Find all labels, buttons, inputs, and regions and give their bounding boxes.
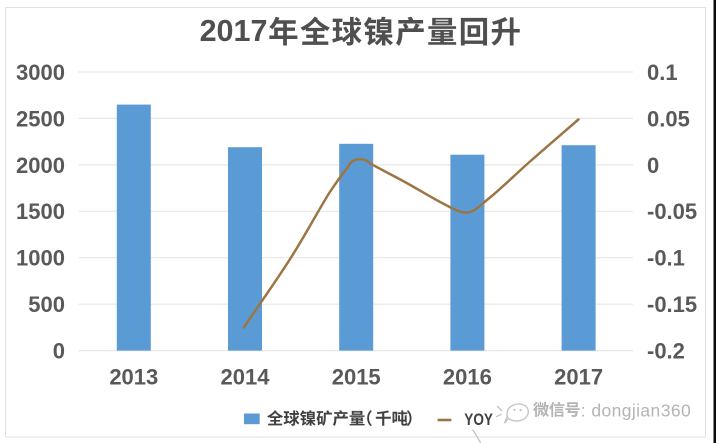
svg-text:2015: 2015 [332,365,381,390]
svg-text:-0.05: -0.05 [647,199,697,224]
svg-text:2000: 2000 [16,153,65,178]
svg-text:0: 0 [53,339,65,364]
svg-text:2013: 2013 [109,365,158,390]
svg-text:0: 0 [647,153,659,178]
svg-text:0.05: 0.05 [647,106,690,131]
svg-text:YOY: YOY [464,410,493,429]
svg-text:-0.15: -0.15 [647,292,697,317]
svg-text:1000: 1000 [16,246,65,271]
svg-text:2016: 2016 [443,365,492,390]
svg-text:2017: 2017 [200,14,268,48]
svg-text:-0.2: -0.2 [647,339,685,364]
svg-text:1500: 1500 [16,199,65,224]
svg-text:0.1: 0.1 [647,60,678,85]
svg-text:500: 500 [28,292,65,317]
svg-text:2500: 2500 [16,106,65,131]
svg-text:2014: 2014 [221,365,271,390]
svg-text:3000: 3000 [16,60,65,85]
svg-text:-0.1: -0.1 [647,246,685,271]
svg-text:2017: 2017 [554,365,603,390]
svg-text:: dongjian360: : dongjian360 [581,401,691,421]
